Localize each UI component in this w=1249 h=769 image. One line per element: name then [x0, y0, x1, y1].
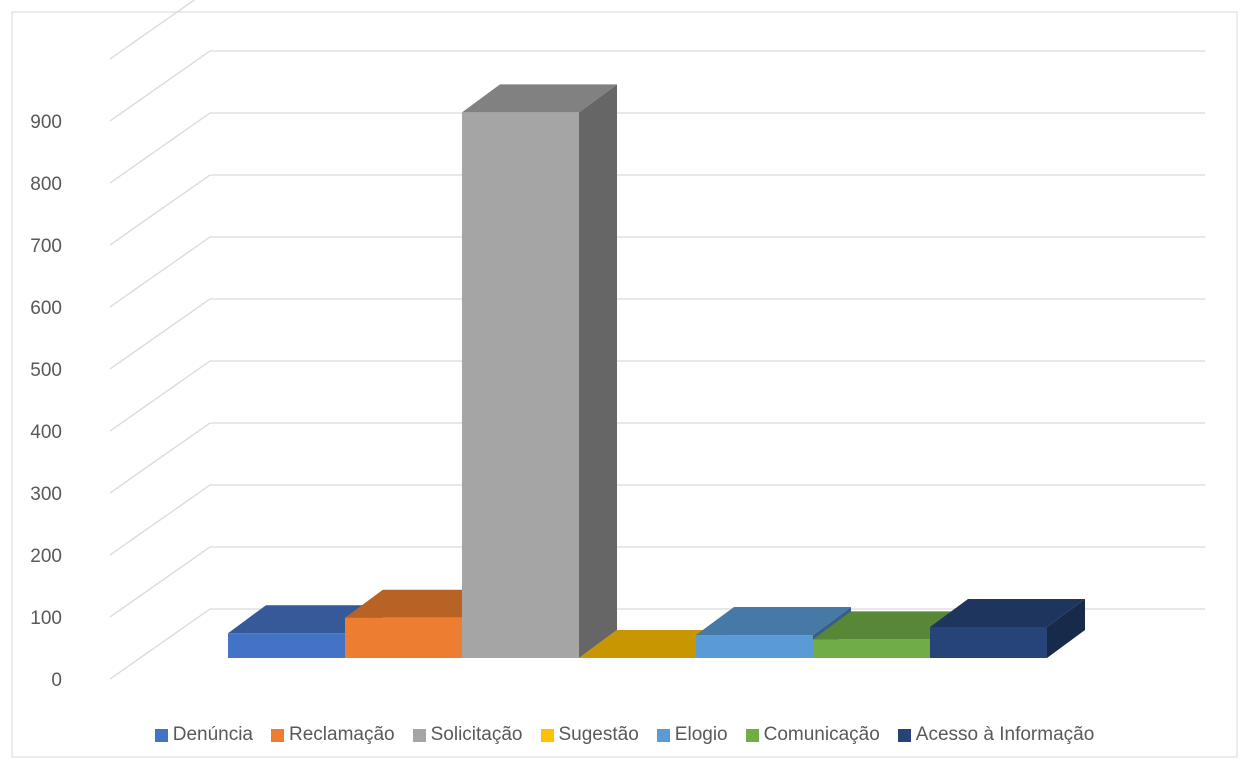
gridlines: [109, 0, 1205, 680]
gridline-diagonal: [109, 174, 211, 246]
bar-top: [462, 84, 617, 113]
legend-label: Reclamação: [289, 724, 395, 745]
legend-label: Denúncia: [172, 724, 253, 745]
y-tick-label: 800: [30, 174, 62, 195]
bar-top: [228, 605, 383, 634]
bar-top: [696, 607, 851, 636]
legend-item: Comunicação: [745, 724, 880, 746]
bar-front: [930, 627, 1047, 658]
legend-item: Acesso à Informação: [897, 724, 1095, 746]
bars: [228, 84, 1085, 658]
legend-swatch: [897, 728, 911, 742]
legend-label: Acesso à Informação: [915, 724, 1095, 745]
gridline-diagonal: [109, 608, 211, 680]
bar-6: [930, 599, 1085, 658]
y-tick-label: 300: [30, 484, 62, 505]
y-tick-label: 900: [30, 112, 62, 133]
bar-2: [462, 84, 617, 658]
gridline-diagonal: [109, 112, 211, 184]
legend-swatch: [540, 728, 554, 742]
legend-item: Sugestão: [540, 724, 639, 746]
bar-front: [813, 639, 930, 658]
gridline-diagonal: [109, 422, 211, 494]
legend-label: Sugestão: [558, 724, 639, 745]
bar-side: [579, 84, 617, 658]
bar-top: [930, 599, 1085, 627]
gridline-diagonal: [109, 484, 211, 556]
legend-item: Elogio: [656, 724, 728, 746]
gridline-diagonal: [109, 50, 211, 122]
bar-front: [345, 617, 462, 658]
bar-top: [345, 589, 500, 618]
gridline-diagonal: [109, 0, 196, 60]
y-axis-ticks: 0 100 200 300 400 500 600 700 800 900: [30, 112, 62, 691]
gridline-diagonal: [109, 298, 211, 370]
legend-label: Solicitação: [430, 724, 523, 745]
y-tick-label: 500: [30, 360, 62, 381]
bar-front: [228, 633, 345, 658]
legend-swatch: [154, 728, 168, 742]
legend-swatch: [745, 728, 759, 742]
legend-label: Elogio: [674, 724, 728, 745]
legend-swatch: [656, 728, 670, 742]
bar-3: [579, 630, 734, 658]
bar-front: [696, 635, 813, 658]
gridline-diagonal: [109, 360, 211, 432]
y-tick-label: 400: [30, 422, 62, 443]
bar-top: [579, 630, 734, 658]
gridline-diagonal: [109, 236, 211, 308]
y-tick-label: 600: [30, 298, 62, 319]
legend-swatch: [412, 728, 426, 742]
y-tick-label: 100: [30, 608, 62, 629]
legend-item: Reclamação: [271, 724, 395, 746]
legend: Denúncia Reclamação Solicitação Sugestão Elo…: [0, 724, 1249, 746]
legend-item: Denúncia: [154, 724, 253, 746]
y-tick-label: 200: [30, 546, 62, 567]
y-tick-label: 700: [30, 236, 62, 257]
bar-side: [1047, 599, 1085, 658]
legend-item: Solicitação: [412, 724, 523, 746]
bar-top: [813, 611, 968, 640]
y-tick-label: 0: [51, 670, 62, 691]
legend-swatch: [271, 728, 284, 742]
bar-front: [462, 112, 579, 658]
legend-label: Comunicação: [763, 724, 880, 745]
gridline-diagonal: [109, 546, 211, 618]
chart-border: [11, 11, 1238, 758]
